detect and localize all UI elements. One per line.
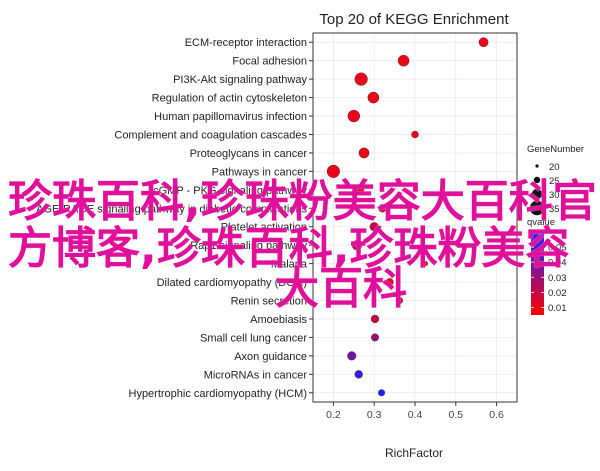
y-tick-label: Human papillomavirus infection bbox=[154, 111, 307, 123]
legend: GeneNumber 20 25 30 35 qvalue 0.05 0.04 0.03 0.02… bbox=[527, 144, 584, 315]
size-legend-point bbox=[533, 176, 541, 184]
y-tick-label: Amoebiasis bbox=[250, 314, 307, 326]
data-point bbox=[378, 389, 386, 397]
size-legend-label: 30 bbox=[549, 190, 560, 201]
color-legend-label: 0.04 bbox=[548, 258, 567, 269]
y-tick-label: Pathways in cancer bbox=[212, 166, 308, 178]
size-legend-point bbox=[531, 188, 543, 200]
plot-area: ECM-receptor interaction Focal adhesion PI… bbox=[36, 32, 518, 421]
x-tick-label: 0.5 bbox=[448, 409, 463, 421]
data-point bbox=[354, 370, 363, 379]
data-point bbox=[347, 109, 360, 123]
color-legend-label: 0.05 bbox=[548, 243, 567, 254]
color-legend-label: 0.01 bbox=[548, 303, 567, 314]
y-tick-label: Axon guidance bbox=[234, 351, 307, 363]
x-tick-label: 0.4 bbox=[408, 409, 423, 421]
data-point bbox=[385, 278, 394, 287]
y-tick-label: PI3K-Akt signaling pathway bbox=[173, 74, 307, 86]
size-legend-point bbox=[535, 164, 539, 168]
x-axis-label: RichFactor bbox=[385, 446, 443, 460]
size-legend-point bbox=[529, 200, 545, 216]
data-point bbox=[371, 333, 379, 342]
data-point bbox=[326, 164, 340, 178]
data-point bbox=[395, 297, 404, 305]
data-point bbox=[370, 314, 380, 324]
chart-title: Top 20 of KEGG Enrichment bbox=[319, 11, 509, 28]
y-tick-label: Hypertrophic cardiomyopathy (HCM) bbox=[129, 388, 308, 400]
y-tick-label: Proteoglycans in cancer bbox=[190, 148, 308, 160]
x-tick-label: 0.3 bbox=[367, 409, 382, 421]
data-point bbox=[369, 222, 379, 232]
y-tick-label: Renin secretion bbox=[231, 296, 307, 308]
data-point bbox=[478, 37, 489, 48]
data-point bbox=[367, 91, 380, 104]
y-tick-label: Platelet activation bbox=[221, 222, 307, 234]
data-point bbox=[358, 147, 370, 159]
y-tick-label: ECM-receptor interaction bbox=[185, 37, 307, 49]
data-point bbox=[411, 130, 419, 139]
data-point bbox=[397, 54, 410, 67]
size-legend-label: 25 bbox=[549, 176, 560, 187]
y-tick-label: Regulation of actin cytoskeleton bbox=[152, 93, 307, 105]
color-legend-bar bbox=[531, 232, 544, 315]
data-point bbox=[422, 260, 428, 267]
y-tick-label: cGMP - PKG signaling pathway bbox=[153, 185, 307, 197]
size-legend-label: 35 bbox=[549, 204, 560, 215]
y-tick-label: Dilated cardiomyopathy (DCM) bbox=[157, 277, 307, 289]
x-tick-label: 0.2 bbox=[326, 409, 341, 421]
y-tick-label: Rap1 signaling pathway bbox=[190, 240, 307, 252]
size-legend-title: GeneNumber bbox=[527, 144, 584, 155]
data-point bbox=[351, 239, 363, 251]
color-legend-title: qvalue bbox=[527, 217, 555, 228]
y-tick-label: Focal adhesion bbox=[232, 56, 307, 68]
data-point bbox=[354, 72, 368, 86]
color-legend-label: 0.02 bbox=[548, 288, 567, 299]
y-tick-label: Malaria bbox=[271, 259, 308, 271]
y-tick-label: Small cell lung cancer bbox=[200, 332, 307, 344]
color-legend-label: 0.03 bbox=[548, 273, 567, 284]
data-point bbox=[347, 351, 357, 361]
y-tick-label: MicroRNAs in cancer bbox=[204, 369, 308, 381]
data-point bbox=[378, 204, 387, 213]
x-tick-label: 0.6 bbox=[489, 409, 504, 421]
data-point bbox=[353, 184, 365, 196]
y-tick-label: AGE-RAGE signaling pathway in diabetic c… bbox=[36, 203, 307, 215]
size-legend-label: 20 bbox=[549, 162, 560, 173]
y-tick-label: Complement and coagulation cascades bbox=[114, 129, 307, 141]
